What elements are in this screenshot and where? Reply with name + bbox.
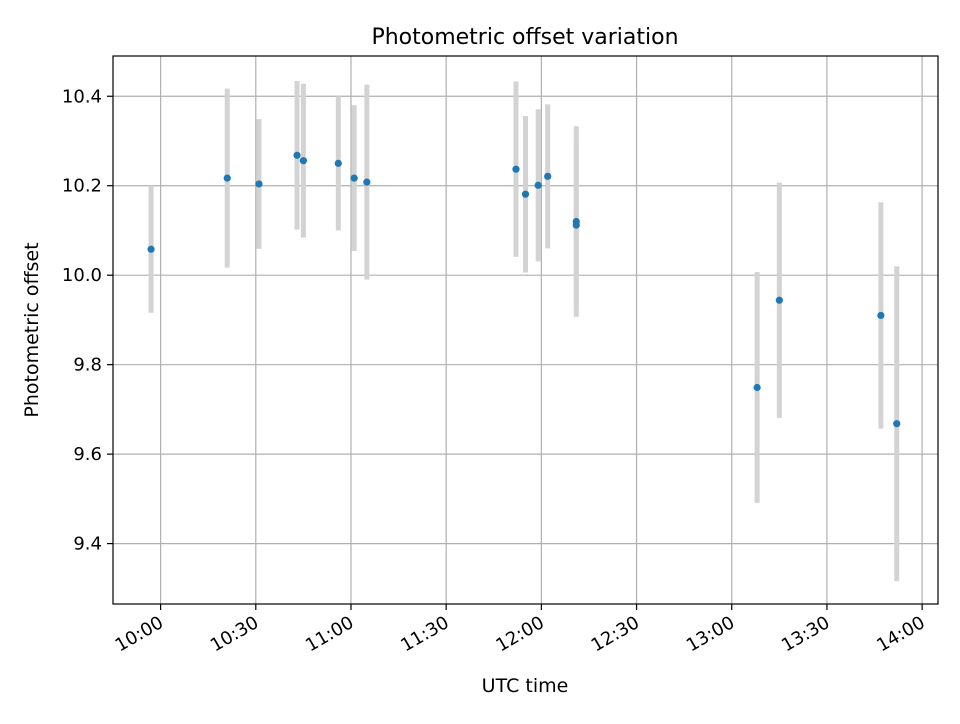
data-point xyxy=(299,157,307,165)
data-point xyxy=(512,165,520,173)
data-point xyxy=(255,180,263,188)
data-point xyxy=(223,174,231,182)
data-point xyxy=(293,151,301,159)
data-point xyxy=(521,190,530,198)
data-point xyxy=(893,420,901,428)
plot-frame xyxy=(112,55,939,605)
data-point xyxy=(334,159,342,167)
data-point xyxy=(534,181,542,189)
data-point xyxy=(877,311,885,320)
y-tick-label: 10.2 xyxy=(62,176,102,197)
data-point xyxy=(350,174,358,182)
y-tick-label: 9.6 xyxy=(73,444,102,465)
data-point xyxy=(363,178,371,186)
y-tick-label: 9.4 xyxy=(73,534,102,555)
y-tick-label: 10.4 xyxy=(62,86,102,107)
data-point xyxy=(775,296,783,304)
data-point xyxy=(544,172,552,180)
y-tick-label: 9.8 xyxy=(73,355,102,376)
y-axis-ticks: 9.4 9.6 9.8 10.0 10.2 10.4 xyxy=(62,86,113,555)
y-tick-label: 10.0 xyxy=(62,265,102,286)
data-points xyxy=(147,151,901,428)
data-point xyxy=(572,217,580,226)
y-axis-label: Photometric offset xyxy=(21,242,43,417)
chart-title: Photometric offset variation xyxy=(371,25,678,50)
x-axis-label: UTC time xyxy=(482,675,569,697)
data-point xyxy=(753,383,761,392)
data-point xyxy=(147,245,155,253)
